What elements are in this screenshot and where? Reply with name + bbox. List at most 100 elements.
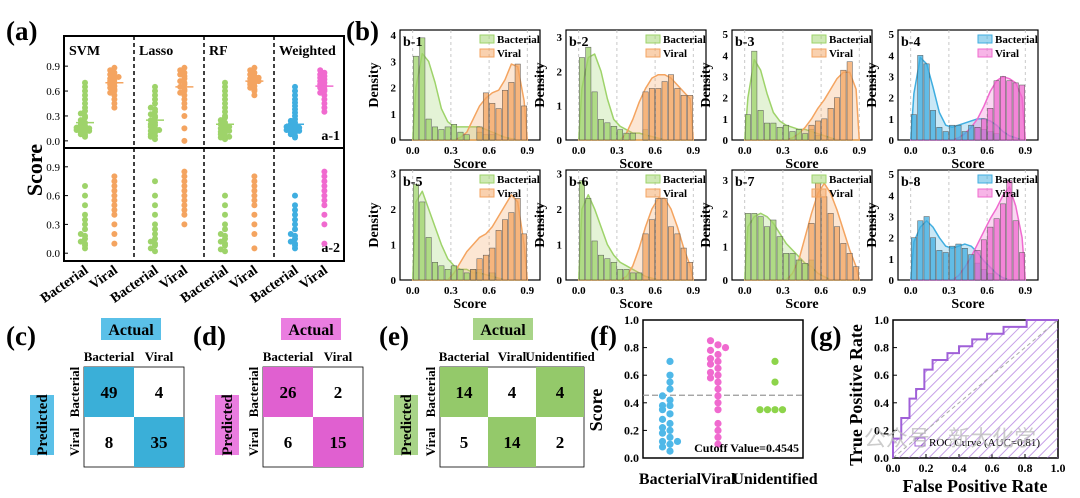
legend-label-viral: Viral xyxy=(497,188,521,200)
histogram-viral-bar xyxy=(827,108,834,141)
histogram-subplot: 0.0 0.3 0.6 0.9 0 1 2 3 b-6 Bacterial Viral Score De… xyxy=(533,169,707,312)
panel-a-point xyxy=(251,192,258,199)
histogram-viral-bar xyxy=(508,212,515,281)
panel-a-point xyxy=(82,79,88,86)
panel-a-point xyxy=(251,187,258,194)
histogram-bacterial-bar xyxy=(623,132,630,141)
panel-f-point xyxy=(714,350,722,359)
cm-cell-highlight xyxy=(84,367,134,417)
histogram-viral-bar xyxy=(476,126,483,141)
panel-f-point xyxy=(666,401,674,410)
histogram-bacterial-bar xyxy=(961,248,968,281)
panel-a-model-label: Weighted xyxy=(279,44,336,59)
histogram-bacterial-bar xyxy=(412,55,419,141)
panel-a-point xyxy=(77,238,84,245)
panel-a-point xyxy=(152,226,158,233)
histogram-tag: b-8 xyxy=(901,175,920,190)
panel-label-e: (e) xyxy=(379,321,409,351)
histogram-bacterial-bar xyxy=(955,243,962,281)
histogram-xlabel: Score xyxy=(785,297,818,312)
panel-g-xtick-label: 0.2 xyxy=(919,461,934,475)
cm-cell-value: 26 xyxy=(280,383,297,402)
panel-f-point xyxy=(706,374,715,382)
histogram-viral-bar xyxy=(687,95,694,141)
panel-a-point xyxy=(152,211,158,218)
panel-a-point xyxy=(111,187,118,194)
histogram-xtick-label: 0.3 xyxy=(776,145,790,157)
panel-f-point xyxy=(666,426,674,434)
histogram-bacterial-bar xyxy=(917,55,924,141)
histogram-bacterial-bar xyxy=(578,57,585,141)
panel-a-point xyxy=(181,64,188,71)
histogram-xtick-label: 0.3 xyxy=(444,145,458,157)
cm-cell-highlight xyxy=(263,367,313,417)
panel-f-point xyxy=(778,406,787,414)
histogram-ytick-label: 0 xyxy=(391,275,397,287)
panel-a-swarm-chart: Score SVM Lasso RF Weighted 0.0 0.3 0.6 0.9 a-1 0… xyxy=(22,35,345,306)
histogram-bacterial-bar xyxy=(419,201,426,281)
panel-a-point xyxy=(251,202,258,209)
panel-a-point xyxy=(111,104,118,111)
panel-a-point xyxy=(321,108,328,115)
panel-f-ytick-label: 1.0 xyxy=(624,313,639,327)
panel-label-a: (a) xyxy=(6,16,37,46)
panel-a-point xyxy=(82,183,88,189)
histogram-bacterial-bar xyxy=(604,258,611,281)
panel-f-ytick-label: 0.0 xyxy=(624,451,639,465)
panel-g-ytick-label: 0.4 xyxy=(874,396,889,410)
panel-f-point xyxy=(714,440,722,448)
cm-cell-value: 8 xyxy=(105,433,114,452)
histogram-viral-bar xyxy=(1000,203,1006,281)
histogram-bacterial-bar xyxy=(764,122,770,141)
histogram-ytick-label: 2 xyxy=(889,93,895,105)
histogram-ytick-label: 2 xyxy=(557,66,563,78)
histogram-bacterial-bar xyxy=(783,124,790,141)
cm-col-label: Viral xyxy=(324,349,353,364)
cm-row-label: Bacterial xyxy=(67,366,82,417)
histogram-bacterial-bar xyxy=(949,245,956,281)
histogram-viral-bar xyxy=(827,213,834,281)
histogram-viral-bar xyxy=(687,262,694,281)
panel-a-model-label: RF xyxy=(209,44,228,59)
histogram-viral-bar xyxy=(853,266,860,281)
panel-a-point xyxy=(181,112,188,119)
panel-a-point xyxy=(321,178,328,185)
panel-a-point xyxy=(147,104,154,111)
histogram-bacterial-bar xyxy=(795,129,802,141)
cm-cell-value: 14 xyxy=(456,383,474,402)
cm-cell-highlight xyxy=(440,367,488,417)
histogram-xtick-label: 0.0 xyxy=(406,145,420,157)
legend-swatch-bacterial xyxy=(645,34,661,44)
cm-cell-highlight xyxy=(488,417,536,467)
histogram-ytick-label: 2 xyxy=(391,204,397,216)
panel-a-point xyxy=(181,197,188,204)
legend-swatch-bacterial xyxy=(811,174,827,184)
panel-a-point xyxy=(111,202,118,209)
panel-f-point xyxy=(771,406,779,414)
panel-f-ytick-label: 0.6 xyxy=(624,368,639,382)
legend-swatch-viral xyxy=(479,188,495,198)
histogram-xtick-label: 0.9 xyxy=(686,145,700,157)
histogram-bacterial-bar xyxy=(444,126,451,141)
panel-f-point xyxy=(706,355,715,363)
legend-swatch-viral xyxy=(811,188,827,198)
histogram-bacterial-bar xyxy=(757,216,764,281)
histogram-xtick-label: 0.3 xyxy=(444,285,458,297)
panel-a-point xyxy=(292,83,298,90)
histogram-subplot: 0.0 0.3 0.6 0.9 0 1 2 3 4 5 b-8 Bacterial Viral Score… xyxy=(865,169,1039,312)
histogram-viral-bar xyxy=(808,223,815,281)
histogram-bacterial-bar xyxy=(419,37,426,141)
cm-title-bg xyxy=(473,318,533,340)
panel-a-point xyxy=(152,248,158,255)
panel-a-point xyxy=(321,211,328,218)
histogram-viral-bar xyxy=(680,247,687,281)
panel-a-point xyxy=(287,238,294,245)
panel-f-point xyxy=(658,401,667,410)
cm-title-bg xyxy=(281,318,341,340)
legend-label-viral: Viral xyxy=(995,48,1019,60)
panel-f-point xyxy=(706,360,715,368)
cm-col-label: Viral xyxy=(498,349,527,364)
legend-swatch-viral xyxy=(645,48,661,58)
histogram-bacterial-bar xyxy=(930,237,936,281)
histogram-viral-bar xyxy=(834,226,840,281)
